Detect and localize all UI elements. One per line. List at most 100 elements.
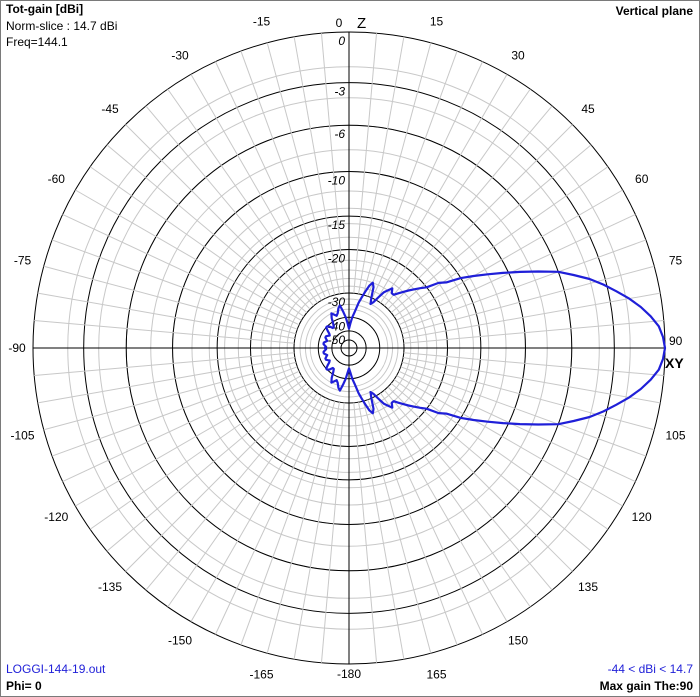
grid-spoke: [400, 239, 647, 330]
grid-spoke: [51, 239, 298, 330]
grid-spoke: [190, 74, 322, 301]
angle-tick-label: 0: [336, 16, 343, 30]
grid-spoke: [62, 213, 300, 326]
grid-spoke: [125, 124, 311, 310]
angle-tick-label: -120: [44, 510, 68, 524]
grid-spoke: [320, 402, 345, 663]
angle-tick-label: 15: [430, 15, 444, 29]
grid-spoke: [371, 61, 484, 299]
grid-spoke: [167, 392, 318, 608]
angle-tick-label: 135: [578, 580, 598, 594]
grid-spoke: [75, 189, 302, 321]
radial-tick-label: -50: [328, 333, 346, 347]
grid-spoke: [393, 379, 609, 530]
grid-spoke: [398, 370, 636, 483]
grid-spoke: [362, 42, 432, 295]
grid-spoke: [358, 402, 405, 660]
angle-tick-label: 45: [581, 102, 595, 116]
grid-spoke: [371, 397, 484, 635]
angle-tick-label: -180: [337, 667, 361, 681]
angle-tick-label: -165: [249, 668, 273, 682]
radial-tick-label: -20: [328, 252, 346, 266]
angle-tick-label: -150: [168, 634, 192, 648]
pattern-series: [322, 270, 667, 426]
grid-spoke: [293, 402, 340, 660]
radial-tick-label: -3: [334, 85, 345, 99]
grid-spoke: [106, 144, 308, 314]
grid-spoke: [403, 319, 664, 344]
grid-spoke: [125, 386, 311, 572]
angle-tick-label: -60: [48, 172, 66, 186]
grid-spoke: [266, 42, 336, 295]
grid-spoke: [380, 392, 531, 608]
grid-spoke: [34, 352, 295, 377]
angle-tick-label: 105: [665, 429, 685, 443]
radial-tick-label: -15: [328, 218, 346, 232]
angle-tick-label: 120: [632, 510, 652, 524]
frequency-label: Freq=144.1: [6, 35, 68, 49]
grid-spoke: [62, 370, 300, 483]
angle-tick-label: -30: [171, 48, 189, 62]
gain-range-label: -44 < dBi < 14.7: [607, 662, 693, 676]
phi-label: Phi= 0: [6, 679, 42, 693]
grid-spoke: [353, 33, 378, 294]
radial-tick-label: -6: [334, 127, 345, 141]
radial-tick-label: -10: [328, 174, 346, 188]
grid-spoke: [376, 74, 508, 301]
grid-spoke: [403, 357, 661, 404]
grid-spoke: [266, 401, 336, 654]
angle-tick-label: -75: [14, 254, 32, 268]
grid-spoke: [145, 105, 315, 307]
grid-spoke: [396, 375, 623, 507]
grid-spoke: [376, 395, 508, 622]
angle-tick-label: -135: [98, 580, 122, 594]
grid-spoke: [403, 292, 661, 339]
angle-tick-label: 90: [669, 334, 683, 348]
angle-tick-labels: 0 153045607590105120135150165-180-165-150…: [8, 15, 686, 682]
angle-tick-label: 30: [511, 48, 525, 62]
radial-tick-labels: 0-3-6-10-15-20-30-40-50: [328, 34, 346, 347]
grid-spoke: [403, 352, 664, 377]
grid-spoke: [383, 105, 553, 307]
grid-spoke: [383, 389, 553, 591]
grid-spoke: [190, 395, 322, 622]
angle-tick-label: -90: [8, 341, 26, 355]
grid-spoke: [387, 124, 573, 310]
grid-spoke: [75, 375, 302, 507]
pattern-series-line-0: [322, 270, 667, 426]
grid-spoke: [240, 50, 331, 297]
grid-spoke: [106, 382, 308, 552]
angle-tick-label: 165: [426, 668, 446, 682]
grid-spoke: [167, 88, 318, 304]
chart-title: Tot-gain [dBi]: [6, 2, 84, 16]
angle-tick-label: -15: [253, 15, 271, 29]
grid-spoke: [43, 361, 296, 431]
angle-tick-label: 75: [669, 254, 683, 268]
grid-spoke: [145, 389, 315, 591]
grid-spoke: [37, 357, 295, 404]
angle-tick-label: -105: [10, 429, 34, 443]
grid-spoke: [398, 213, 636, 326]
grid-spoke: [214, 61, 327, 299]
grid-spoke: [320, 33, 345, 294]
grid-spoke: [89, 379, 305, 530]
grid-spoke: [402, 265, 655, 335]
grid-spoke: [214, 397, 327, 635]
grid-spoke: [402, 361, 655, 431]
max-gain-label: Max gain The:90: [599, 679, 693, 693]
grid-spoke: [396, 189, 623, 321]
grid-spoke: [34, 319, 295, 344]
grid-spoke: [387, 386, 573, 572]
axes: [33, 32, 665, 664]
grid-spoke: [37, 292, 295, 339]
grid-spoke: [367, 50, 458, 297]
angle-tick-label: 150: [508, 634, 528, 648]
file-name-label: LOGGI-144-19.out: [6, 662, 106, 676]
grid-spoke: [367, 399, 458, 646]
z-axis-label: Z: [357, 15, 366, 32]
angle-tick-label: 60: [635, 172, 649, 186]
grid-spoke: [390, 144, 592, 314]
radial-tick-label: 0: [338, 34, 345, 48]
